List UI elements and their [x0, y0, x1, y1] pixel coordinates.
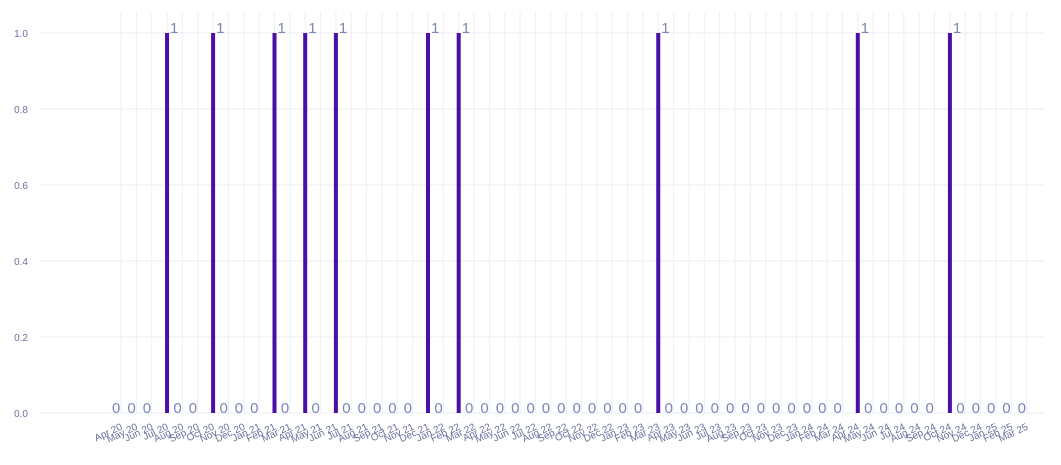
data-label: 0 [143, 400, 151, 417]
data-label: 1 [339, 20, 347, 37]
data-label: 0 [711, 400, 719, 417]
bar [656, 33, 661, 413]
data-label: 0 [741, 400, 749, 417]
y-tick-label: 0.0 [14, 409, 28, 420]
data-label: 0 [235, 400, 243, 417]
data-label: 1 [431, 20, 439, 37]
data-label: 1 [216, 20, 224, 37]
bar [426, 33, 430, 413]
data-label: 0 [250, 400, 258, 417]
data-label: 0 [434, 400, 442, 417]
bars [165, 33, 952, 413]
grid [40, 12, 1045, 414]
data-label: 0 [404, 400, 412, 417]
data-label: 0 [281, 400, 289, 417]
data-label: 0 [603, 400, 611, 417]
data-label: 0 [588, 400, 596, 417]
bar [211, 33, 216, 413]
data-label: 1 [462, 20, 470, 37]
data-label: 0 [127, 400, 135, 417]
data-label: 0 [695, 400, 703, 417]
data-label: 0 [772, 400, 780, 417]
bar [456, 33, 461, 413]
data-label: 0 [818, 400, 826, 417]
y-tick-label: 1.0 [14, 29, 28, 40]
data-label: 0 [987, 400, 995, 417]
data-label: 1 [661, 20, 669, 37]
y-tick-label: 0.6 [14, 181, 28, 192]
data-label: 0 [312, 400, 320, 417]
data-label: 0 [726, 400, 734, 417]
data-label: 0 [189, 400, 197, 417]
bar [303, 33, 308, 413]
bar [947, 33, 952, 413]
data-label: 0 [880, 400, 888, 417]
data-label: 0 [219, 400, 227, 417]
data-label: 0 [358, 400, 366, 417]
y-tick-label: 0.4 [14, 257, 28, 268]
data-label: 1 [308, 20, 316, 37]
data-label: 0 [1018, 400, 1026, 417]
data-label: 0 [864, 400, 872, 417]
data-label: 0 [910, 400, 918, 417]
data-label: 0 [511, 400, 519, 417]
data-label: 0 [787, 400, 795, 417]
data-label: 0 [573, 400, 581, 417]
data-label: 0 [526, 400, 534, 417]
data-label: 0 [895, 400, 903, 417]
data-label: 0 [757, 400, 765, 417]
data-label: 0 [496, 400, 504, 417]
data-label: 0 [619, 400, 627, 417]
data-label: 0 [542, 400, 550, 417]
data-label: 0 [388, 400, 396, 417]
y-tick-label: 0.2 [14, 333, 28, 344]
data-label: 0 [972, 400, 980, 417]
bar [333, 33, 338, 413]
data-label: 0 [1002, 400, 1010, 417]
data-label: 0 [557, 400, 565, 417]
data-label: 0 [112, 400, 120, 417]
y-axis: 0.0 0.2 0.4 0.6 0.8 1.0 [14, 29, 28, 420]
data-label: 1 [861, 20, 869, 37]
bar [165, 33, 170, 413]
data-label: 0 [680, 400, 688, 417]
y-tick-label: 0.8 [14, 105, 28, 116]
data-label: 1 [278, 20, 286, 37]
data-label: 0 [634, 400, 642, 417]
data-label: 0 [480, 400, 488, 417]
data-label: 0 [465, 400, 473, 417]
data-label: 0 [956, 400, 964, 417]
data-label: 0 [342, 400, 350, 417]
data-label: 0 [926, 400, 934, 417]
data-label: 1 [953, 20, 961, 37]
data-label: 0 [173, 400, 181, 417]
data-label: 0 [665, 400, 673, 417]
data-label: 1 [170, 20, 178, 37]
bar [272, 33, 277, 413]
data-label: 0 [373, 400, 381, 417]
bar [855, 33, 860, 413]
data-label: 0 [803, 400, 811, 417]
data-label: 0 [833, 400, 841, 417]
